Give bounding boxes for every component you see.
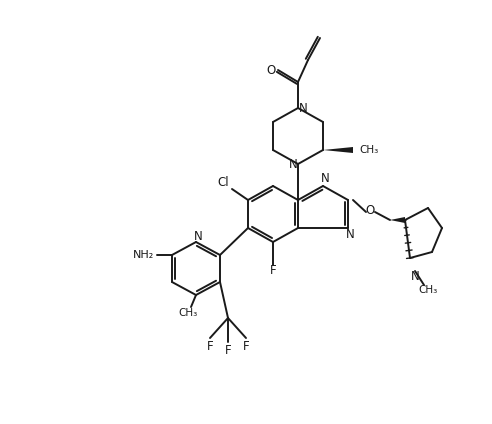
Text: N: N — [194, 229, 202, 243]
Text: F: F — [270, 263, 277, 276]
Text: F: F — [225, 344, 231, 357]
Text: N: N — [289, 157, 297, 170]
Text: O: O — [366, 204, 374, 218]
Polygon shape — [390, 217, 405, 223]
Polygon shape — [323, 147, 353, 153]
Text: Cl: Cl — [217, 176, 229, 189]
Text: N: N — [411, 270, 419, 282]
Text: F: F — [207, 340, 214, 354]
Text: CH₃: CH₃ — [359, 145, 378, 155]
Text: CH₃: CH₃ — [418, 285, 437, 295]
Text: NH₂: NH₂ — [133, 250, 154, 260]
Text: O: O — [266, 64, 276, 76]
Text: CH₃: CH₃ — [179, 308, 198, 318]
Text: N: N — [345, 229, 354, 242]
Text: N: N — [299, 101, 308, 114]
Text: F: F — [243, 340, 249, 354]
Text: N: N — [321, 173, 329, 186]
